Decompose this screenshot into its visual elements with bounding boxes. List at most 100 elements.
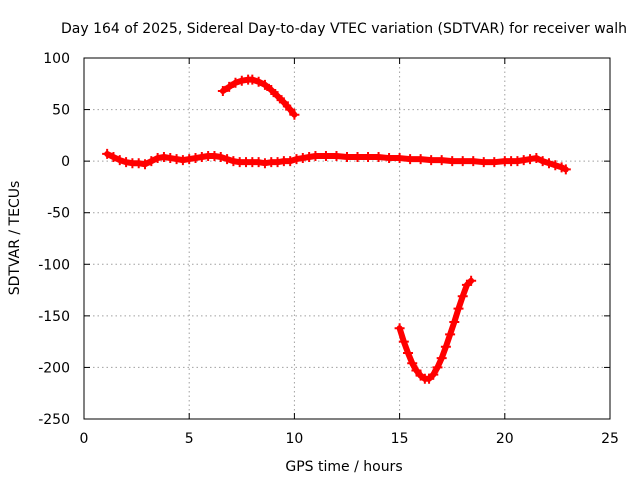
y-tick-label: 0 (61, 154, 70, 170)
data-point (363, 152, 374, 163)
data-point (320, 150, 331, 161)
y-tick-label: -100 (38, 257, 70, 273)
x-tick-label: 15 (391, 431, 409, 447)
data-point (453, 303, 464, 314)
data-point (403, 347, 414, 358)
data-point (394, 153, 405, 164)
data-point (217, 86, 228, 97)
data-point (447, 156, 458, 167)
data-point (133, 158, 144, 169)
data-point (331, 150, 342, 161)
data-point (478, 157, 489, 168)
x-tick-label: 25 (601, 431, 619, 447)
data-point (445, 329, 456, 340)
data-point (468, 156, 479, 167)
data-point (537, 156, 548, 167)
data-point (121, 157, 132, 168)
data-points (102, 74, 571, 384)
data-point (428, 369, 439, 380)
data-point (560, 164, 571, 175)
data-point (272, 157, 283, 168)
y-tick-label: -200 (38, 360, 70, 376)
x-tick-label: 10 (285, 431, 303, 447)
data-point (165, 153, 176, 164)
data-point (352, 152, 363, 163)
data-point (426, 155, 437, 166)
data-point (543, 158, 554, 169)
data-point (253, 76, 264, 87)
data-point (108, 152, 119, 163)
data-point (405, 154, 416, 165)
data-point (398, 336, 409, 347)
data-point (177, 155, 188, 166)
series-baseline (102, 148, 571, 175)
data-point (184, 154, 195, 165)
data-point (297, 153, 308, 164)
data-point (373, 152, 384, 163)
data-point (512, 156, 523, 167)
data-point (531, 153, 542, 164)
series-lower-arc (394, 275, 477, 384)
data-point (285, 156, 296, 167)
data-point (228, 156, 239, 167)
data-point (224, 81, 235, 92)
data-point (440, 341, 451, 352)
chart-title: Day 164 of 2025, Sidereal Day-to-day VTE… (61, 21, 627, 37)
plot-frame (83, 57, 611, 420)
data-point (415, 154, 426, 165)
data-point (394, 323, 405, 334)
x-tick-label: 0 (80, 431, 89, 447)
data-point (272, 91, 283, 102)
data-point (158, 152, 169, 163)
x-axis-label: GPS time / hours (285, 459, 402, 475)
data-point (432, 362, 443, 373)
data-point (457, 291, 468, 302)
data-point (146, 156, 157, 167)
y-tick-label: -250 (38, 412, 70, 428)
data-point (259, 158, 270, 169)
y-tick-label: -150 (38, 309, 70, 325)
data-point (457, 156, 468, 167)
data-point (291, 154, 302, 165)
data-point (196, 152, 207, 163)
x-tick-label: 5 (185, 431, 194, 447)
series-upper-arc (217, 74, 300, 120)
y-axis-label: SDTVAR / TECUs (7, 181, 23, 296)
data-point (171, 154, 182, 165)
data-point (230, 77, 241, 88)
data-point (215, 152, 226, 163)
data-point (384, 153, 395, 164)
data-point (436, 155, 447, 166)
data-point (310, 150, 321, 161)
y-tick-label: 100 (43, 51, 70, 67)
data-point (190, 153, 201, 164)
data-point (436, 353, 447, 364)
data-point (518, 155, 529, 166)
data-point (289, 109, 300, 120)
data-point (236, 75, 247, 86)
grid-lines (84, 58, 610, 419)
data-point (278, 97, 289, 108)
data-point (342, 152, 352, 163)
tick-labels: 0 5 10 15 20 25 -250 -200 -150 -100 -50 0 50 100 (38, 51, 619, 447)
data-point (489, 157, 500, 168)
x-tick-label: 20 (496, 431, 514, 447)
data-point (304, 152, 315, 163)
data-point (525, 154, 536, 165)
data-point (247, 74, 258, 85)
data-point (285, 104, 296, 115)
y-tick-label: 50 (52, 103, 70, 119)
data-point (266, 84, 277, 95)
data-point (259, 79, 270, 90)
data-point (253, 157, 264, 168)
data-point (102, 148, 113, 159)
data-point (407, 358, 418, 369)
data-point (449, 317, 460, 328)
data-point (140, 159, 151, 170)
data-point (222, 154, 233, 165)
data-point (209, 150, 220, 161)
data-point (114, 155, 125, 166)
data-point (411, 365, 422, 376)
